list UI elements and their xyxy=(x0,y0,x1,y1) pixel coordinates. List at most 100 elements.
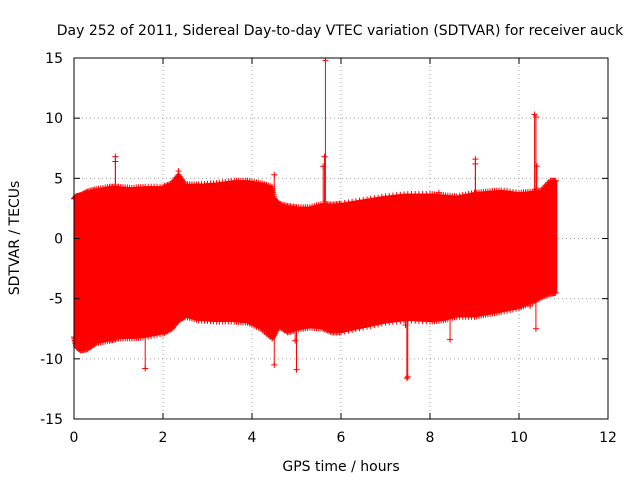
data-point-upper xyxy=(360,196,367,203)
data-point-lower xyxy=(320,325,327,332)
spike-point xyxy=(292,337,299,344)
data-point-lower xyxy=(363,323,370,330)
x-tick-label: 12 xyxy=(599,430,617,446)
data-point-upper xyxy=(375,194,382,201)
data-point-lower xyxy=(513,305,520,312)
spike-point xyxy=(532,325,539,332)
data-point-lower xyxy=(504,307,511,314)
data-point-upper xyxy=(164,181,171,188)
chart-title: Day 252 of 2011, Sidereal Day-to-day VTE… xyxy=(57,23,624,39)
data-point-lower xyxy=(326,328,333,335)
data-band xyxy=(73,173,558,351)
data-point-lower xyxy=(338,329,344,336)
data-point-lower xyxy=(345,327,352,334)
y-tick-label: -5 xyxy=(49,292,63,308)
x-axis-label: GPS time / hours xyxy=(282,459,399,475)
y-tick-label: -15 xyxy=(40,412,63,428)
data-point-upper xyxy=(352,198,359,205)
y-tick-label: 10 xyxy=(45,111,63,127)
data-point-lower xyxy=(321,326,328,333)
spike-point xyxy=(320,163,327,170)
spike-point xyxy=(472,160,479,167)
y-tick-label: 0 xyxy=(54,232,63,248)
spike-point xyxy=(403,375,410,382)
data-point-upper xyxy=(349,198,356,205)
data-point-lower xyxy=(323,326,330,333)
x-tick-label: 8 xyxy=(426,430,435,446)
spike-point xyxy=(404,373,411,380)
data-point-upper xyxy=(468,190,475,197)
spike-point xyxy=(435,189,442,196)
x-tick-label: 4 xyxy=(248,430,257,446)
data-point-lower xyxy=(273,327,280,334)
data-point-upper xyxy=(459,192,466,199)
x-tick-label: 6 xyxy=(337,430,346,446)
data-point-lower xyxy=(145,333,152,340)
x-tick-label: 0 xyxy=(70,430,79,446)
data-point-upper xyxy=(453,193,460,200)
data-point-lower xyxy=(536,295,543,302)
data-point-upper xyxy=(456,192,463,199)
data-point-lower xyxy=(157,331,164,338)
data-point-upper xyxy=(363,196,370,203)
x-tick-label: 10 xyxy=(510,430,528,446)
y-tick-label: -10 xyxy=(40,352,63,368)
data-point-lower xyxy=(375,321,382,328)
data-point-lower xyxy=(539,293,546,300)
y-tick-label: 5 xyxy=(54,171,63,187)
data-point-lower xyxy=(507,307,514,314)
data-point-lower xyxy=(371,322,378,329)
data-point-upper xyxy=(341,200,348,207)
data-point-lower xyxy=(154,331,161,338)
data-point-lower xyxy=(538,294,545,301)
data-point-lower xyxy=(367,322,374,329)
data-point-lower xyxy=(552,289,559,296)
data-point-lower xyxy=(352,326,359,333)
data-point-upper xyxy=(162,182,169,189)
data-point-lower xyxy=(271,330,278,337)
data-point-lower xyxy=(148,332,155,339)
data-point-upper xyxy=(161,183,168,190)
data-point-lower xyxy=(542,292,549,299)
x-tick-label: 2 xyxy=(159,430,168,446)
data-point-lower xyxy=(341,328,348,335)
spike-point xyxy=(532,113,539,120)
data-point-upper xyxy=(160,183,166,190)
data-point-lower xyxy=(541,293,548,300)
spike-point xyxy=(271,361,278,368)
spike-point xyxy=(271,171,278,178)
spike-point xyxy=(321,153,328,160)
data-point-upper xyxy=(465,190,472,197)
data-point-upper xyxy=(345,199,352,206)
data-point-lower xyxy=(510,306,517,313)
data-point-lower xyxy=(327,328,334,335)
y-tick-label: 15 xyxy=(45,51,63,67)
data-point-upper xyxy=(552,177,559,184)
data-point-upper xyxy=(462,191,469,198)
plot-area xyxy=(71,57,559,382)
spike-point xyxy=(175,168,182,175)
spike-point xyxy=(269,195,276,202)
data-point-lower xyxy=(91,341,98,348)
spike-point xyxy=(533,163,540,170)
data-point-upper xyxy=(371,195,378,202)
spike-point xyxy=(447,336,454,343)
data-point-upper xyxy=(378,193,385,200)
data-point-upper xyxy=(165,181,172,188)
y-axis-label: SDTVAR / TECUs xyxy=(7,181,23,296)
data-point-lower xyxy=(360,324,367,331)
data-point-lower xyxy=(378,320,385,327)
data-point-upper xyxy=(367,195,374,202)
data-point-lower xyxy=(545,291,552,298)
axis-ticks: 0 2 4 6 8 10 12 -15 -10 -5 0 5 10 15 xyxy=(40,51,617,446)
spike-point xyxy=(112,158,119,165)
data-point-lower xyxy=(272,328,279,335)
data-point-lower xyxy=(498,308,505,315)
spike-point xyxy=(527,302,534,309)
data-point-lower xyxy=(324,327,331,334)
spike-point xyxy=(293,366,300,373)
data-point-lower xyxy=(151,332,158,339)
data-point-lower xyxy=(501,308,508,315)
data-point-lower xyxy=(356,325,363,332)
